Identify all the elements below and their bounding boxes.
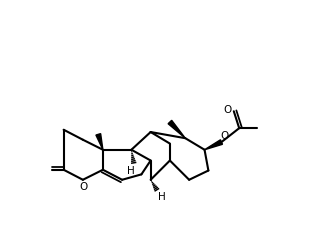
Polygon shape [205,140,222,150]
Polygon shape [96,134,103,150]
Polygon shape [168,120,185,138]
Text: H: H [127,165,134,176]
Text: O: O [80,183,88,193]
Text: H: H [158,193,165,202]
Text: O: O [223,105,232,115]
Text: O: O [220,131,229,141]
